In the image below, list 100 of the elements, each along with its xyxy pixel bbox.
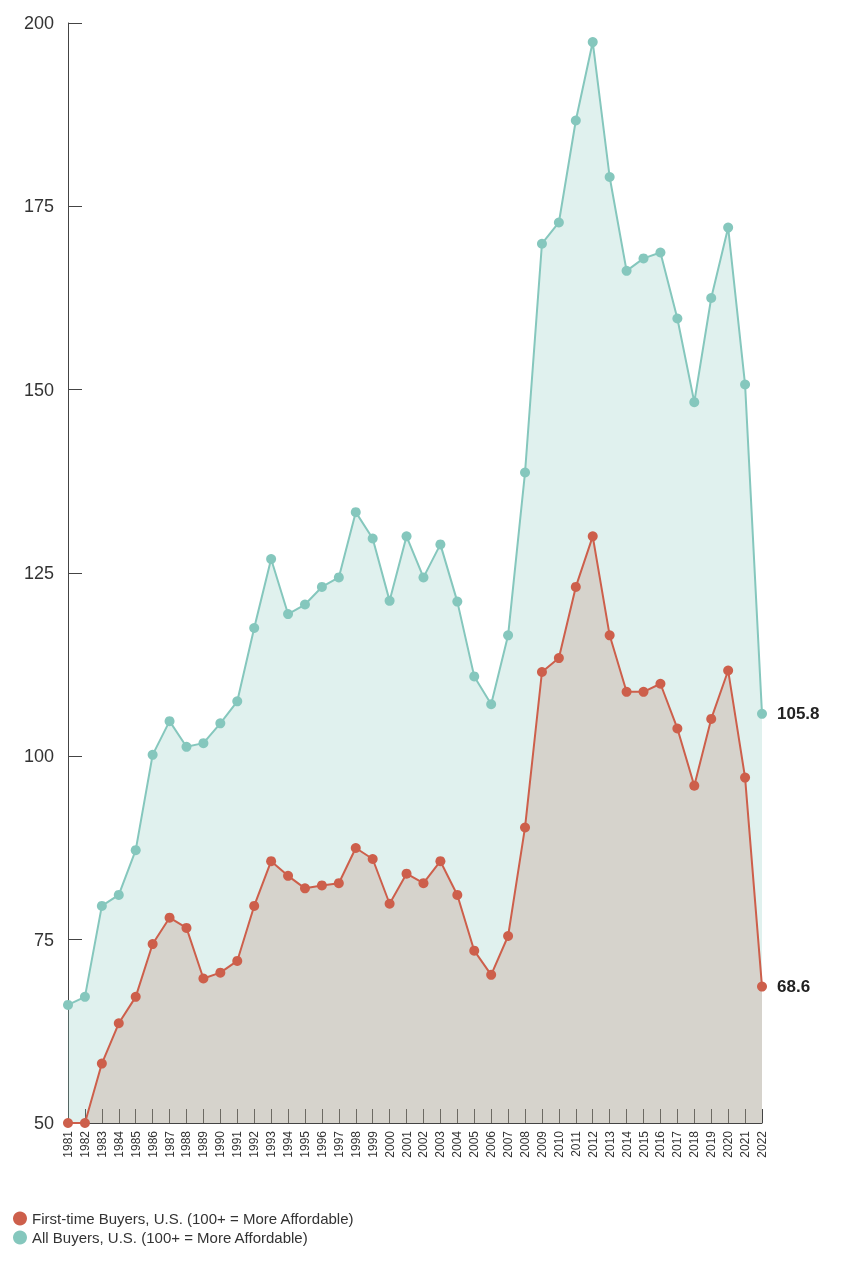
x-tick-label: 2003 <box>433 1130 448 1158</box>
x-tick-label: 2019 <box>704 1130 719 1158</box>
point <box>706 293 717 303</box>
data-label: 105.8 <box>777 704 820 724</box>
point <box>367 854 378 864</box>
x-tick-label: 1988 <box>179 1130 194 1158</box>
x-tick-label: 1981 <box>61 1130 75 1158</box>
point <box>96 900 107 911</box>
point <box>435 856 446 867</box>
point <box>113 1018 124 1029</box>
point <box>316 880 327 891</box>
point <box>469 671 480 682</box>
point <box>452 596 463 607</box>
point <box>604 630 615 641</box>
x-tick-label: 1999 <box>365 1130 380 1158</box>
x-tick-label: 1983 <box>94 1130 109 1158</box>
y-tick-label: 200 <box>23 13 54 33</box>
x-tick-label: 1985 <box>128 1130 143 1158</box>
point <box>621 265 632 276</box>
point <box>63 999 73 1010</box>
point <box>638 253 649 264</box>
point <box>215 967 226 978</box>
point <box>520 822 531 833</box>
point <box>418 878 429 889</box>
point <box>266 554 277 565</box>
point <box>536 238 547 249</box>
point <box>757 981 767 992</box>
point <box>333 572 344 583</box>
point <box>147 749 158 760</box>
point <box>198 973 209 984</box>
point <box>723 222 734 233</box>
point <box>435 539 446 550</box>
point <box>215 718 226 729</box>
point <box>79 991 90 1002</box>
point <box>587 37 598 48</box>
point <box>520 467 531 478</box>
point <box>181 922 192 933</box>
point <box>96 1058 107 1069</box>
legend-label: All Buyers, U.S. (100+ = More Affordable) <box>32 1229 308 1246</box>
x-tick-label: 1995 <box>297 1130 312 1158</box>
point <box>706 713 717 724</box>
point <box>164 716 175 727</box>
point <box>367 533 378 544</box>
x-tick-label: 2022 <box>755 1130 769 1158</box>
x-tick-label: 1993 <box>264 1130 279 1158</box>
x-tick-label: 1991 <box>230 1130 245 1158</box>
point <box>316 581 327 592</box>
point <box>164 912 175 923</box>
x-tick-label: 1994 <box>281 1130 296 1158</box>
x-tick-label: 2006 <box>484 1130 499 1158</box>
x-tick-label: 1982 <box>77 1130 92 1158</box>
point <box>130 991 141 1002</box>
point <box>723 665 734 676</box>
x-tick-label: 2005 <box>467 1130 482 1158</box>
point <box>486 699 497 710</box>
point <box>672 313 683 324</box>
point <box>283 609 294 620</box>
x-tick-label: 2009 <box>534 1130 549 1158</box>
point <box>604 172 615 182</box>
point <box>384 595 395 606</box>
point <box>689 397 700 408</box>
x-tick-label: 1996 <box>314 1130 329 1158</box>
point <box>333 878 344 889</box>
x-tick-label: 1987 <box>162 1130 177 1158</box>
x-tick-label: 2007 <box>501 1130 516 1158</box>
point <box>570 115 581 126</box>
x-tick-label: 2020 <box>721 1130 736 1158</box>
point <box>401 531 412 542</box>
x-tick-label: 2021 <box>738 1130 753 1158</box>
x-tick-label: 2008 <box>518 1130 533 1158</box>
point <box>553 653 564 664</box>
x-tick-label: 2011 <box>568 1130 583 1157</box>
point <box>740 772 751 783</box>
x-tick-label: 2017 <box>670 1130 685 1158</box>
x-tick-label: 2013 <box>602 1130 617 1158</box>
point <box>503 931 514 941</box>
x-tick-label: 2015 <box>636 1130 651 1158</box>
x-tick-label: 2018 <box>687 1130 702 1158</box>
point <box>638 686 649 697</box>
point <box>621 686 632 697</box>
x-tick-label: 2002 <box>416 1130 431 1158</box>
x-tick-label: 1998 <box>348 1130 363 1158</box>
point <box>249 623 260 633</box>
point <box>130 845 141 856</box>
point <box>418 572 429 583</box>
point <box>350 507 361 518</box>
y-tick-label: 150 <box>23 379 54 400</box>
x-tick-label: 2010 <box>551 1130 566 1158</box>
data-label: 68.6 <box>777 977 811 997</box>
x-tick-label: 2001 <box>399 1130 414 1158</box>
point <box>283 870 294 881</box>
point <box>672 723 683 734</box>
point <box>350 843 361 853</box>
point <box>384 898 395 909</box>
point <box>655 247 666 258</box>
y-tick-label: 175 <box>23 196 54 217</box>
x-tick-label: 1997 <box>331 1130 346 1158</box>
point <box>147 939 158 950</box>
point <box>198 738 209 749</box>
point <box>299 599 310 610</box>
